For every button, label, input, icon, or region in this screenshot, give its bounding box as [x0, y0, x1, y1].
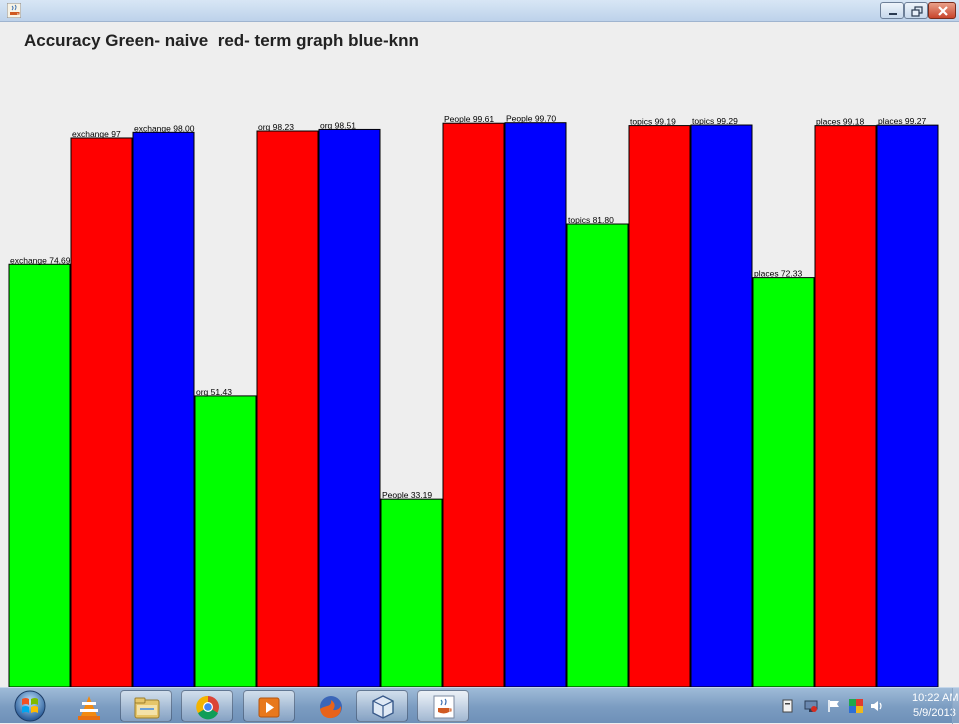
- bar-org-green: [194, 395, 257, 687]
- bar-label-org-green: org 51.43: [196, 387, 232, 397]
- title-bar[interactable]: [0, 0, 959, 22]
- bar-org-blue: [318, 128, 381, 687]
- bar-places-red: [814, 125, 877, 687]
- bar-label-places-blue: places 99.27: [878, 116, 926, 126]
- system-tray: [770, 688, 959, 724]
- chart-title: Accuracy Green- naive red- term graph bl…: [24, 31, 419, 50]
- bar-topics-green: [566, 223, 629, 687]
- bar-label-org-blue: org 98.51: [320, 120, 356, 130]
- maximize-icon: [911, 6, 923, 17]
- bar-label-places-green: places 72.33: [754, 269, 802, 279]
- close-icon: [938, 6, 948, 16]
- firefox-icon: [320, 696, 342, 719]
- bar-label-exchange-blue: exchange 98.00: [134, 123, 195, 133]
- firefox-taskbar-button[interactable]: [304, 690, 356, 722]
- bar-label-exchange-green: exchange 74.69: [10, 255, 71, 265]
- bar-people-red: [442, 122, 505, 687]
- bar-label-org-red: org 98.23: [258, 122, 294, 132]
- chrome-taskbar-button[interactable]: [181, 690, 233, 722]
- bar-topics-red: [628, 125, 691, 687]
- vlc-icon: [78, 696, 100, 720]
- flag-icon[interactable]: [827, 699, 841, 713]
- media-player-icon: [258, 697, 280, 718]
- taskbar: 10:22 AM 5/9/2013: [0, 687, 959, 724]
- action-center-icon[interactable]: [781, 699, 795, 713]
- file-explorer-taskbar-button[interactable]: [120, 690, 172, 722]
- bar-people-blue: [504, 122, 567, 687]
- network-icon[interactable]: [804, 699, 818, 713]
- show-desktop-button[interactable]: [952, 688, 959, 724]
- bar-label-people-blue: People 99.70: [506, 114, 556, 124]
- java-taskbar-button[interactable]: [417, 690, 469, 722]
- colorful-app-icon[interactable]: [849, 699, 863, 713]
- maximize-button[interactable]: [904, 2, 928, 19]
- media-player-taskbar-button[interactable]: [243, 690, 295, 722]
- bar-chart: exchange 74.69 exchange 97 exchange 98.00 o…: [8, 114, 939, 687]
- bar-label-exchange-red: exchange 97: [72, 129, 121, 139]
- bar-label-people-red: People 99.61: [444, 114, 494, 124]
- bar-people-green: [380, 498, 443, 687]
- clock-time[interactable]: 10:22 AM: [912, 692, 959, 704]
- bar-label-places-red: places 99.18: [816, 117, 864, 127]
- bar-exchange-red: [70, 137, 133, 687]
- bar-places-green: [752, 277, 815, 687]
- bar-exchange-blue: [132, 131, 195, 687]
- java-cup-icon[interactable]: [7, 3, 21, 18]
- chrome-icon: [196, 695, 219, 720]
- app-window: Accuracy Green- naive red- term graph bl…: [0, 0, 959, 687]
- virtualbox-icon: [372, 695, 394, 719]
- close-button[interactable]: [928, 2, 956, 19]
- volume-icon[interactable]: [870, 699, 884, 713]
- java-icon: [433, 695, 455, 719]
- minimize-button[interactable]: [880, 2, 904, 19]
- bar-label-topics-red: topics 99.19: [630, 117, 676, 127]
- bar-places-blue: [876, 124, 939, 687]
- bar-label-people-green: People 33.19: [382, 490, 432, 500]
- file-explorer-icon: [134, 697, 160, 719]
- bar-label-topics-green: topics 81.80: [568, 215, 614, 225]
- bar-exchange-green: [8, 263, 71, 687]
- bar-label-topics-blue: topics 99.29: [692, 116, 738, 126]
- virtualbox-taskbar-button[interactable]: [356, 690, 408, 722]
- minimize-icon: [889, 13, 897, 15]
- vlc-taskbar-button[interactable]: [62, 690, 114, 722]
- windows-start-orb-icon[interactable]: [8, 689, 52, 723]
- bar-org-red: [256, 130, 319, 687]
- bar-topics-blue: [690, 124, 753, 687]
- clock-date[interactable]: 5/9/2013: [913, 707, 956, 719]
